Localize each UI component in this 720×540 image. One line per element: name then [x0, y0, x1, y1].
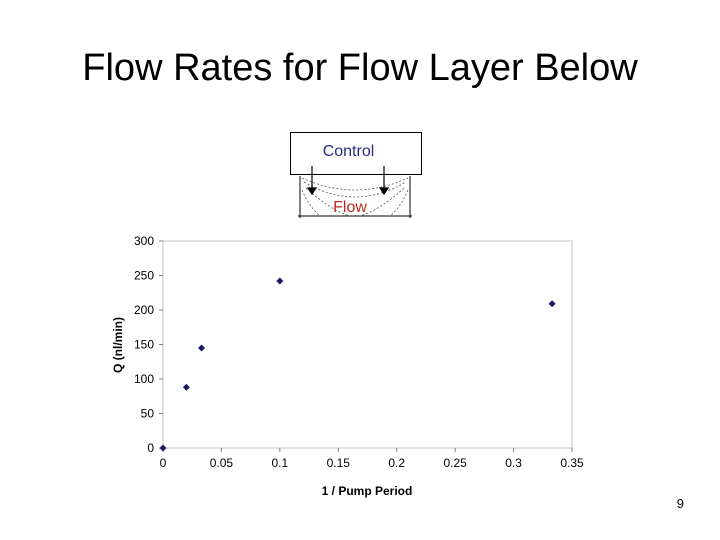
x-axis-ticks: 0 0.05 0.1 0.15 0.2 0.25 0.3 0.35 [160, 448, 584, 470]
x-tick-label: 0.2 [388, 456, 405, 470]
y-tick-label: 250 [134, 269, 154, 283]
arrow-right-icon [378, 166, 390, 196]
y-tick-label: 50 [141, 407, 155, 421]
data-point [548, 300, 556, 308]
control-label: Control [322, 143, 375, 160]
data-point [276, 277, 284, 285]
flow-layer-outline [298, 176, 412, 218]
x-tick-label: 0.25 [443, 456, 467, 470]
x-tick-label: 0.05 [210, 456, 234, 470]
control-flow-diagram: Control Flow [290, 130, 425, 222]
x-axis-title: 1 / Pump Period [322, 484, 413, 498]
y-tick-label: 100 [134, 372, 154, 386]
x-tick-label: 0.15 [327, 456, 351, 470]
x-tick-label: 0.1 [272, 456, 289, 470]
y-tick-label: 150 [134, 338, 154, 352]
data-point [182, 383, 190, 391]
page-number: 9 [676, 496, 684, 511]
y-axis-ticks: 0 50 100 150 200 250 300 [134, 234, 163, 455]
scatter-chart: 0 0.05 0.1 0.15 0.2 0.25 0.3 0.35 0 50 100 150 200 2… [100, 225, 600, 505]
x-tick-label: 0 [160, 456, 167, 470]
diagram-graphic [290, 132, 422, 218]
chart-svg: 0 0.05 0.1 0.15 0.2 0.25 0.3 0.35 0 50 100 150 200 2… [111, 234, 584, 498]
data-point [198, 344, 206, 352]
slide-title: Flow Rates for Flow Layer Below [82, 47, 638, 89]
flow-label: Flow [333, 199, 367, 216]
x-tick-label: 0.3 [505, 456, 522, 470]
data-point [159, 444, 167, 452]
y-tick-label: 0 [147, 441, 154, 455]
x-tick-label: 0.35 [560, 456, 584, 470]
y-tick-label: 200 [134, 303, 154, 317]
y-tick-label: 300 [134, 234, 154, 248]
arrow-left-icon [306, 166, 318, 196]
plot-area [162, 240, 573, 449]
data-points [159, 277, 556, 452]
y-axis-title: Q (nl/min) [111, 317, 125, 373]
